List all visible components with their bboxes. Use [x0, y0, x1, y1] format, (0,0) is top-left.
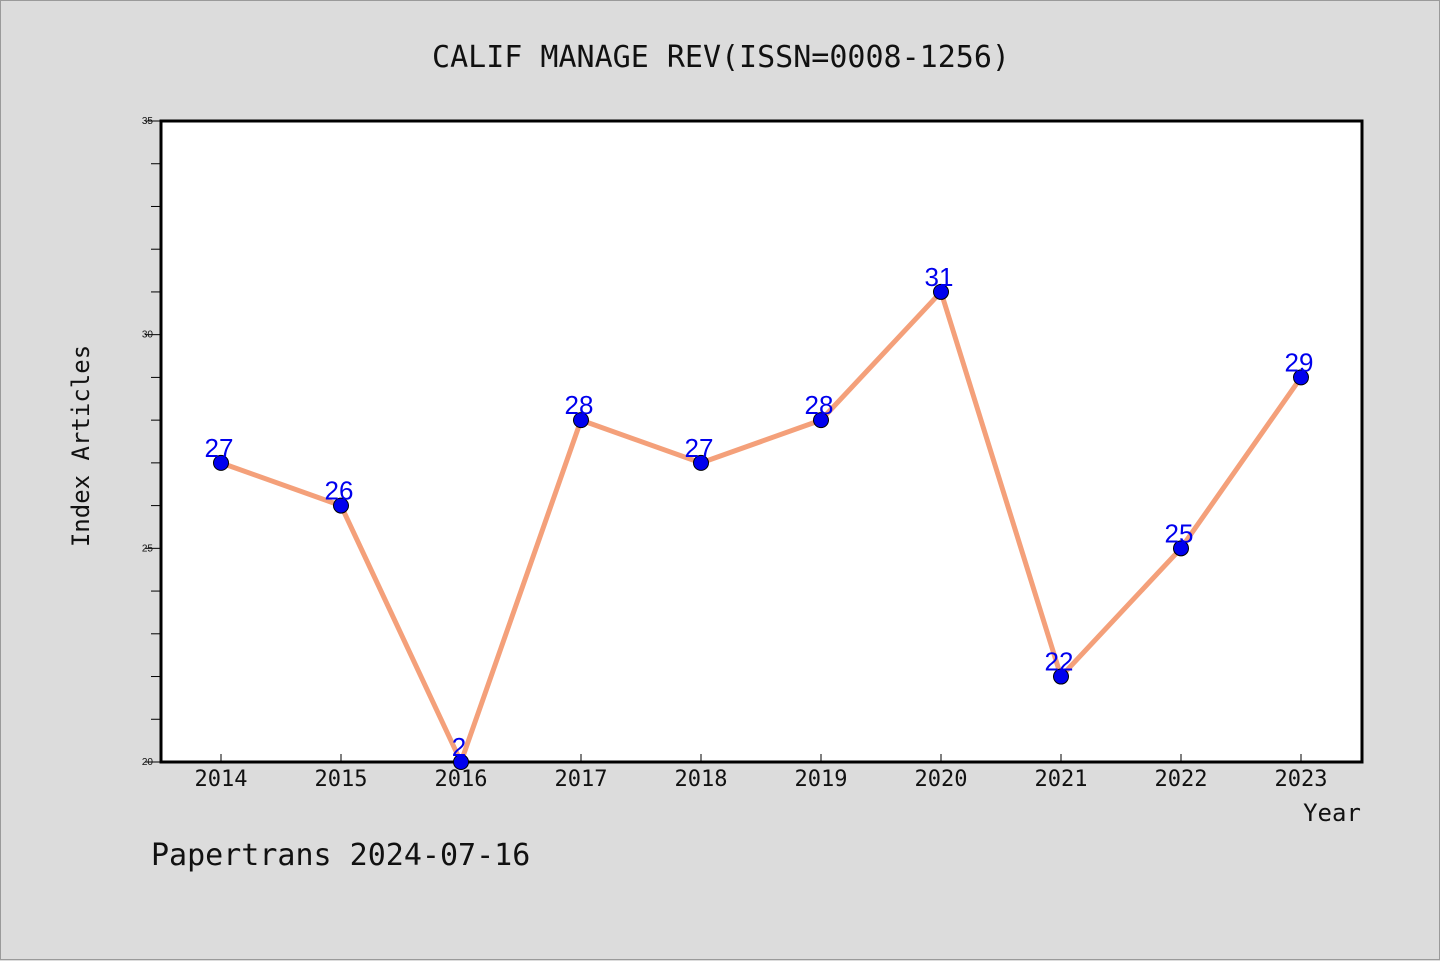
data-point-marker: [1173, 540, 1189, 557]
y-axis: 20 25 30 35: [142, 116, 161, 768]
data-label: 25: [1165, 518, 1194, 548]
footer-credit: Papertrans 2024-07-16: [151, 838, 530, 873]
data-point-marker: [933, 283, 949, 300]
x-tick-label: 2020: [915, 767, 968, 792]
y-tick-label: 25: [142, 543, 154, 554]
x-tick-label: 2023: [1275, 767, 1328, 792]
x-tick-label: 2017: [555, 767, 608, 792]
data-label: 28: [805, 390, 834, 420]
x-tick-label: 2018: [675, 767, 728, 792]
data-label: 26: [325, 476, 354, 506]
markers-group: [213, 283, 1309, 770]
data-point-marker: [693, 454, 709, 471]
data-label: 22: [1045, 647, 1074, 677]
y-tick-label: 30: [142, 330, 154, 341]
series-line-group: [220, 289, 1304, 765]
data-label: 29: [1285, 347, 1314, 377]
data-point-marker: [573, 412, 589, 429]
data-label: 2: [452, 732, 466, 762]
x-tick-label: 2021: [1035, 767, 1088, 792]
data-label: 31: [925, 262, 954, 292]
data-point-marker: [813, 412, 829, 429]
data-point-marker: [333, 497, 349, 514]
x-tick-label: 2022: [1155, 767, 1208, 792]
data-point-marker: [1293, 369, 1309, 386]
y-tick-label: 20: [142, 757, 154, 768]
y-axis-label: Index Articles: [67, 345, 95, 547]
x-axis-label: Year: [1303, 799, 1361, 827]
data-point-marker: [213, 454, 229, 471]
data-label: 28: [565, 390, 594, 420]
series-line: [220, 289, 1304, 765]
data-point-marker: [1053, 668, 1069, 685]
x-tick-label: 2019: [795, 767, 848, 792]
data-label: 27: [685, 433, 714, 463]
x-axis: 2014 2015 2016 2017 2018 2019 2020 2021 2022 2023: [195, 754, 1328, 792]
data-labels-group: 27 26 2 28 27 28 31 22 25 29: [205, 262, 1314, 762]
x-tick-label: 2014: [195, 767, 248, 792]
data-label: 27: [205, 433, 234, 463]
data-point-marker: [453, 754, 469, 770]
y-tick-label: 35: [142, 116, 154, 127]
chart-title: CALIF MANAGE REV(ISSN=0008-1256): [432, 40, 1010, 75]
x-tick-label: 2016: [435, 767, 488, 792]
x-tick-label: 2015: [315, 767, 368, 792]
